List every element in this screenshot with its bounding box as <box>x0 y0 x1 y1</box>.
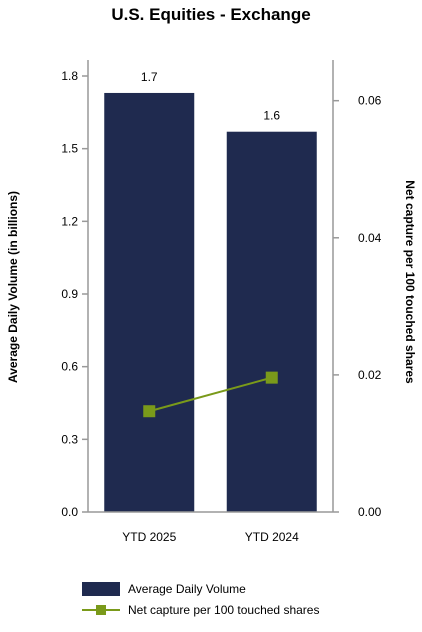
left-tick-label: 0.3 <box>61 432 78 446</box>
bar <box>104 92 195 512</box>
x-axis-ticks: YTD 2025 YTD 2024 <box>122 530 299 544</box>
line-series <box>143 371 278 418</box>
bar-data-label: 1.6 <box>263 109 280 123</box>
legend: Average Daily Volume Net capture per 100… <box>82 582 319 617</box>
right-tick-label: 0.02 <box>358 368 382 382</box>
y-axis-label: Average Daily Volume (in billions) <box>6 191 20 383</box>
left-axis-ticks: 0.0 0.3 0.6 0.9 1.2 1.5 1.8 <box>61 69 88 519</box>
left-tick-label: 1.8 <box>61 69 78 83</box>
left-tick-label: 0.9 <box>61 287 78 301</box>
legend-label-bar: Average Daily Volume <box>128 582 246 596</box>
left-tick-label: 1.2 <box>61 214 78 228</box>
y2-axis-label: Net capture per 100 touched shares <box>403 180 417 384</box>
left-tick-label: 0.6 <box>61 360 78 374</box>
legend-swatch-marker <box>96 605 106 615</box>
right-tick-label: 0.04 <box>358 231 382 245</box>
left-tick-label: 0.0 <box>61 505 78 519</box>
bar-data-label: 1.7 <box>141 70 158 84</box>
bar <box>226 131 317 512</box>
chart-title: U.S. Equities - Exchange <box>111 5 310 24</box>
x-tick-label: YTD 2025 <box>122 530 176 544</box>
line-point-marker <box>265 371 278 384</box>
legend-label-line: Net capture per 100 touched shares <box>128 603 319 617</box>
line-point-marker <box>143 405 156 418</box>
line-path <box>148 376 273 413</box>
bar-series: 1.7 1.6 <box>104 70 317 512</box>
right-axis-ticks: 0.00 0.02 0.04 0.06 <box>333 94 382 519</box>
left-tick-label: 1.5 <box>61 142 78 156</box>
x-tick-label: YTD 2024 <box>245 530 299 544</box>
legend-swatch-bar <box>82 582 120 596</box>
right-tick-label: 0.06 <box>358 94 382 108</box>
right-tick-label: 0.00 <box>358 505 382 519</box>
